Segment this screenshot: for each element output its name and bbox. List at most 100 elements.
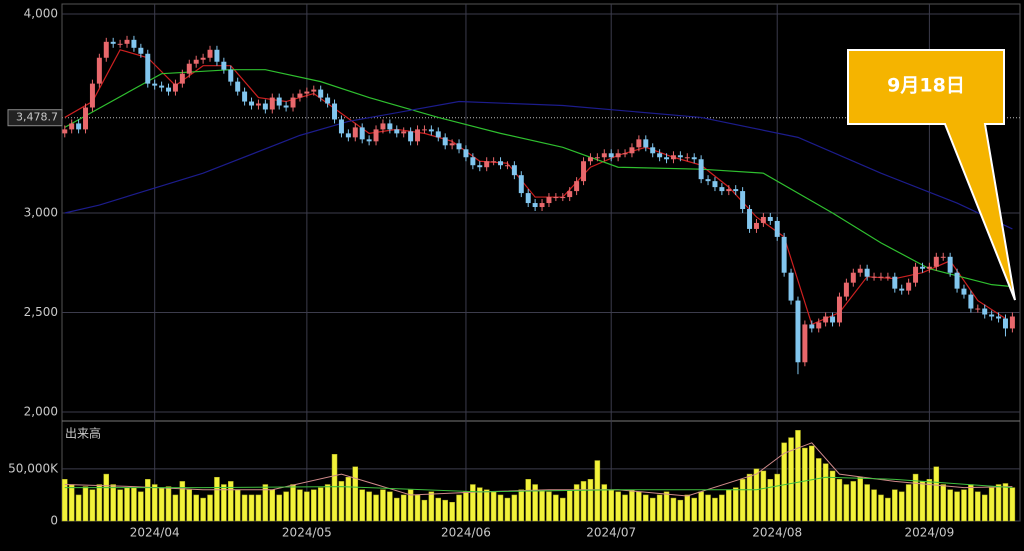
current-price-label: 3,478.7 xyxy=(16,111,58,124)
candle-body xyxy=(145,53,151,84)
candle-body xyxy=(885,276,891,278)
volume-bar xyxy=(262,484,269,522)
candle-body xyxy=(857,268,863,273)
candle-body xyxy=(719,187,725,192)
volume-bar xyxy=(276,494,282,522)
volume-bar xyxy=(151,484,158,522)
x-tick-label: 2024/07 xyxy=(586,526,636,540)
candle-body xyxy=(255,103,261,106)
candle-body xyxy=(698,159,704,180)
volume-bar xyxy=(601,484,608,522)
volume-bar xyxy=(241,494,248,522)
volume-bar xyxy=(587,479,594,522)
volume-bar xyxy=(414,494,421,522)
volume-label: 出来高 xyxy=(65,426,101,441)
candle-body xyxy=(636,139,642,148)
y-tick-label: 3,000 xyxy=(24,205,58,219)
volume-bar xyxy=(103,473,110,522)
candle-body xyxy=(553,197,559,199)
y-tick-label: 4,000 xyxy=(24,6,58,20)
volume-bar xyxy=(981,494,988,522)
volume-bar xyxy=(497,494,504,522)
candle-body xyxy=(546,197,552,204)
volume-bar xyxy=(905,484,912,522)
volume-bar xyxy=(802,447,808,522)
volume-bar xyxy=(255,494,262,522)
candle-body xyxy=(311,89,317,92)
candle-body xyxy=(110,41,116,44)
candle-body xyxy=(747,209,753,229)
volume-bar xyxy=(477,487,483,522)
volume-bar xyxy=(338,481,345,522)
volume-bar xyxy=(117,489,123,522)
volume-bar xyxy=(961,489,967,522)
volume-bar xyxy=(795,430,801,522)
candle-body xyxy=(574,181,580,192)
candle-body xyxy=(899,288,905,291)
volume-bar xyxy=(975,491,981,522)
volume-tick-label: 50,000K xyxy=(8,461,59,475)
candle-body xyxy=(96,57,102,84)
candle-body xyxy=(124,39,130,44)
candle-body xyxy=(89,83,95,108)
candle-body xyxy=(615,153,621,158)
volume-bar xyxy=(248,494,255,522)
volume-bar xyxy=(643,494,649,522)
volume-bar xyxy=(649,497,656,522)
candle-body xyxy=(871,276,877,278)
volume-bar xyxy=(912,473,919,522)
volume-bar xyxy=(311,489,317,522)
volume-bar xyxy=(539,489,545,522)
volume-bar xyxy=(228,481,234,522)
candle-body xyxy=(159,85,165,88)
candle-body xyxy=(166,87,172,92)
volume-bar xyxy=(221,484,227,522)
volume-bar xyxy=(165,486,172,522)
volume-bar xyxy=(857,476,863,522)
volume-bar xyxy=(885,497,891,522)
candle-body xyxy=(435,131,441,138)
volume-bar xyxy=(767,479,774,522)
candle-body xyxy=(608,153,614,158)
candle-body xyxy=(345,133,351,138)
volume-bar xyxy=(428,491,435,522)
volume-bar xyxy=(442,499,448,522)
volume-bar xyxy=(898,491,905,522)
volume-bar xyxy=(449,501,455,522)
candle-body xyxy=(919,266,925,269)
candle-body xyxy=(394,129,400,134)
volume-bar xyxy=(532,484,538,522)
volume-bar xyxy=(304,491,310,522)
volume-bar xyxy=(324,484,331,522)
candle-body xyxy=(913,266,919,283)
candle-body xyxy=(657,153,663,158)
volume-bar xyxy=(926,479,933,522)
volume-bar xyxy=(96,484,103,522)
candle-body xyxy=(172,83,178,92)
volume-bar xyxy=(1009,487,1016,522)
candle-body xyxy=(947,256,953,273)
candle-body xyxy=(975,308,981,310)
candle-body xyxy=(200,57,206,60)
candle-body xyxy=(449,143,455,146)
candle-body xyxy=(567,191,573,198)
volume-bar xyxy=(1002,483,1009,522)
candle-body xyxy=(795,300,801,363)
candle-body xyxy=(733,189,739,192)
candle-body xyxy=(878,276,884,278)
candle-body xyxy=(498,161,504,166)
volume-bar xyxy=(836,479,843,522)
candle-body xyxy=(491,161,497,163)
moving-average-line xyxy=(64,100,1013,230)
candle-body xyxy=(380,123,386,130)
volume-bar xyxy=(366,491,372,522)
candle-body xyxy=(816,322,822,329)
candle-body xyxy=(836,296,842,323)
candle-body xyxy=(477,165,483,168)
volume-bar xyxy=(504,497,511,522)
volume-bar xyxy=(290,484,296,522)
candle-body xyxy=(830,316,836,323)
volume-bar xyxy=(995,484,1002,522)
volume-bar xyxy=(594,460,601,522)
candle-body xyxy=(359,127,365,140)
